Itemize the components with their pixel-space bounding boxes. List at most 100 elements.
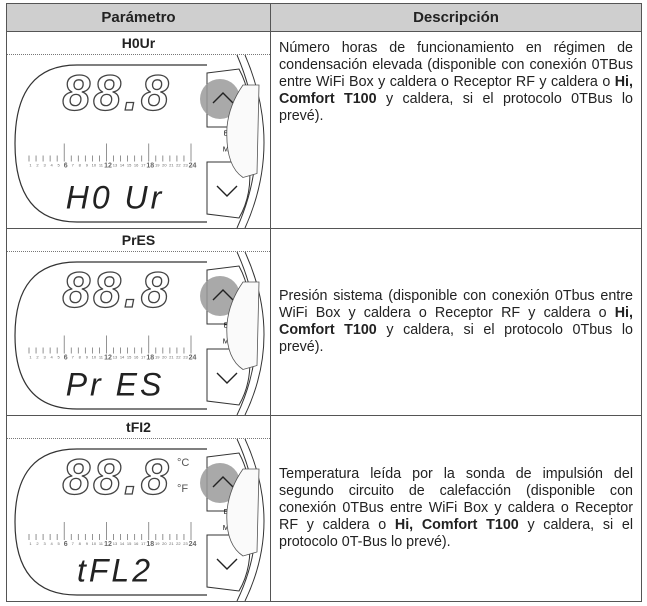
- pressed-area: [200, 79, 240, 119]
- table-row: tFI2ESCMOD88.8°C°F1234567891011121314151…: [7, 416, 641, 602]
- scale-label: 11: [99, 163, 104, 168]
- scale-label: 12: [104, 162, 112, 169]
- scale-label: 10: [92, 163, 97, 168]
- scale-label: 15: [127, 163, 132, 168]
- scale-label: 20: [162, 541, 167, 546]
- text: Número horas de funcionamiento en régime…: [279, 40, 633, 90]
- scale-label: 20: [162, 355, 167, 360]
- table-row: PrESESCMOD88.812345678910111213141516171…: [7, 229, 641, 416]
- scale-label: 4: [51, 355, 54, 360]
- description: Número horas de funcionamiento en régime…: [279, 40, 633, 125]
- pressed-area: [200, 463, 240, 503]
- parameter-display: tFL2: [77, 552, 153, 588]
- unit-label: °C: [177, 457, 189, 469]
- pressed-area: [200, 276, 240, 316]
- scale-label: 3: [43, 541, 46, 546]
- device-edge: [244, 438, 265, 602]
- scale-label: 19: [155, 355, 160, 360]
- scale-label: 5: [58, 355, 61, 360]
- scale-label: 24: [189, 541, 197, 548]
- description-cell: Presión sistema (disponible con conexión…: [271, 229, 641, 415]
- scale-label: 17: [141, 355, 146, 360]
- scale-label: 23: [183, 355, 188, 360]
- scale-label: 19: [155, 541, 160, 546]
- scale-label: 19: [155, 163, 160, 168]
- scale-label: 24: [189, 162, 197, 169]
- scale-label: 4: [51, 541, 54, 546]
- parameter-name: H0Ur: [7, 32, 270, 55]
- scale-label: 5: [58, 541, 61, 546]
- description-cell: Número horas de funcionamiento en régime…: [271, 32, 641, 228]
- scale-label: 5: [58, 163, 61, 168]
- scale-label: 20: [162, 163, 167, 168]
- scale-label: 21: [169, 355, 174, 360]
- scale-label: 21: [169, 163, 174, 168]
- bold-text: Hi, Comfort T100: [279, 305, 633, 338]
- scale-label: 14: [120, 163, 125, 168]
- up-arrow: [212, 289, 234, 301]
- description-cell: Temperatura leída por la sonda de impuls…: [271, 416, 641, 601]
- scale-label: 18: [146, 541, 154, 548]
- scale-label: 14: [120, 541, 125, 546]
- scale-label: 13: [113, 163, 118, 168]
- parameter-cell: tFI2ESCMOD88.8°C°F1234567891011121314151…: [7, 416, 271, 602]
- scale-label: 10: [92, 355, 97, 360]
- parameter-display: Pr ES: [66, 366, 165, 402]
- scale-label: 2: [36, 163, 39, 168]
- scale-label: 17: [141, 541, 146, 546]
- scale-label: 22: [176, 163, 181, 168]
- bold-text: Hi, Comfort T100: [279, 74, 633, 107]
- device-illustration: ESCMOD88.8°C°F12345678910111213141516171…: [14, 438, 265, 602]
- text: y caldera, si el protocolo 0T-Bus lo pre…: [279, 517, 634, 550]
- scale-label: 2: [36, 541, 39, 546]
- scale-label: 6: [64, 354, 68, 361]
- scale-label: 6: [64, 162, 68, 169]
- up-arrow: [212, 476, 234, 488]
- scale-label: 1: [29, 541, 32, 546]
- up-arrow: [212, 92, 234, 104]
- down-arrow: [216, 558, 238, 570]
- scale-label: 21: [169, 541, 174, 546]
- text: y caldera, si el protocolo 0Tbus lo prev…: [279, 322, 633, 355]
- display-outline: [14, 448, 207, 596]
- scale-label: 10: [92, 541, 97, 546]
- description: Temperatura leída por la sonda de impuls…: [279, 466, 633, 551]
- finger: [226, 281, 260, 370]
- scale-label: 23: [183, 163, 188, 168]
- finger: [226, 84, 260, 178]
- scale-label: 6: [64, 541, 68, 548]
- digits: 88.8: [62, 262, 171, 318]
- description: Presión sistema (disponible con conexión…: [279, 288, 633, 356]
- scale-label: 12: [104, 541, 112, 548]
- digits: 88.8: [62, 449, 171, 505]
- scale-label: 17: [141, 163, 146, 168]
- scale-label: 3: [43, 163, 46, 168]
- scale-label: 16: [134, 541, 139, 546]
- parameter-name: tFI2: [7, 416, 270, 439]
- unit-label: °F: [177, 483, 188, 495]
- scale-label: 24: [189, 354, 197, 361]
- scale-label: 16: [134, 163, 139, 168]
- parameter-display: H0 Ur: [66, 179, 165, 215]
- scale-label: 7: [72, 163, 75, 168]
- scale-label: 13: [113, 355, 118, 360]
- parameter-name: PrES: [7, 229, 270, 252]
- table: Parámetro Descripción H0UrESCMOD88.81234…: [6, 3, 642, 602]
- scale-label: 9: [86, 541, 89, 546]
- parameter-cell: H0UrESCMOD88.812345678910111213141516171…: [7, 32, 271, 229]
- scale-label: 1: [29, 355, 32, 360]
- header-cell: Parámetro: [7, 4, 271, 31]
- scale-label: 23: [183, 541, 188, 546]
- digits: 88.8: [62, 65, 171, 121]
- scale-label: 11: [99, 541, 104, 546]
- scale-label: 9: [86, 355, 89, 360]
- scale-label: 15: [127, 355, 132, 360]
- table-header: Parámetro Descripción: [7, 4, 641, 32]
- scale-label: 13: [113, 541, 118, 546]
- display-outline: [14, 261, 207, 410]
- header-cell: Descripción: [413, 9, 499, 26]
- scale-label: 7: [72, 355, 75, 360]
- scale-label: 18: [146, 162, 154, 169]
- scale-label: 8: [79, 163, 82, 168]
- scale-label: 11: [99, 355, 104, 360]
